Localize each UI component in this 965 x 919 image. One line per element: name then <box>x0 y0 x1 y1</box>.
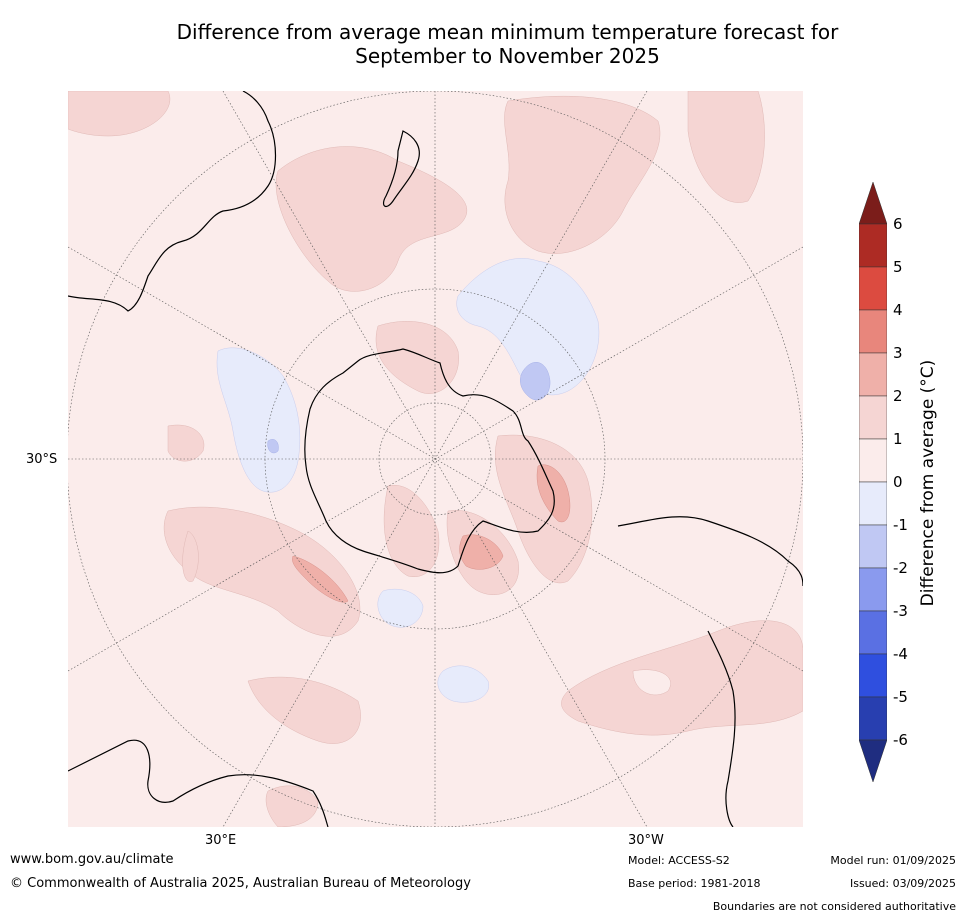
colorbar-segment-2to3 <box>859 352 887 397</box>
model-text: Model: ACCESS-S2 <box>628 854 730 867</box>
issued-text: Issued: 03/09/2025 <box>849 877 956 890</box>
forecast-map <box>68 91 803 827</box>
colorbar-tick-label: -5 <box>893 688 908 706</box>
anomaly-minus-1-to-0-regions <box>216 258 600 703</box>
colorbar-segment-m1to0 <box>859 481 887 526</box>
south-america-coastline <box>617 516 803 827</box>
lat-label-30s: 30°S <box>26 452 58 467</box>
colorbar-tick-label: -1 <box>893 516 908 534</box>
coastlines <box>68 91 803 827</box>
colorbar-segment-m6tom5 <box>859 696 887 741</box>
australia-coastline <box>68 91 277 312</box>
colorbar-tick-label: 2 <box>893 387 903 405</box>
colorbar-segment-1to2 <box>859 395 887 440</box>
graticule <box>68 91 803 827</box>
colorbar-tick-label: 5 <box>893 258 903 276</box>
colorbar-tick-label: -6 <box>893 731 908 749</box>
colorbar-segment-3to4 <box>859 309 887 354</box>
colorbar-tick-label: 0 <box>893 473 903 491</box>
website-text: www.bom.gov.au/climate <box>10 852 174 867</box>
colorbar-extend-high <box>859 182 887 225</box>
colorbar <box>859 182 887 782</box>
colorbar-tick-label: 3 <box>893 344 903 362</box>
colorbar-tick-label: -4 <box>893 645 908 663</box>
colorbar-tick-label: -2 <box>893 559 908 577</box>
lon-label-30w: 30°W <box>628 833 664 848</box>
colorbar-tick-label: 4 <box>893 301 903 319</box>
anomaly-1-to-2-regions <box>68 91 803 827</box>
colorbar-segment-m3tom2 <box>859 567 887 612</box>
colorbar-segment-5to6 <box>859 223 887 268</box>
colorbar-segment-0to1 <box>859 438 887 483</box>
colorbar-segment-m4tom3 <box>859 610 887 655</box>
colorbar-segment-m5tom4 <box>859 653 887 698</box>
title-line-2: September to November 2025 <box>355 44 660 68</box>
colorbar-tick-label: -3 <box>893 602 908 620</box>
base-period-text: Base period: 1981-2018 <box>628 877 761 890</box>
colorbar-segment-m2tom1 <box>859 524 887 569</box>
copyright-text: © Commonwealth of Australia 2025, Austra… <box>10 876 471 891</box>
model-run-text: Model run: 01/09/2025 <box>830 854 956 867</box>
title-line-1: Difference from average mean minimum tem… <box>176 20 839 44</box>
colorbar-tick-label: 1 <box>893 430 903 448</box>
chart-title: Difference from average mean minimum tem… <box>70 20 945 68</box>
new-zealand-coastline <box>382 130 420 208</box>
colorbar-tick-label: 6 <box>893 215 903 233</box>
disclaimer-text: Boundaries are not considered authoritat… <box>712 900 956 913</box>
antarctica-coastline <box>304 348 555 574</box>
lon-label-30e: 30°E <box>205 833 237 848</box>
anomaly-minus-2-to-minus-1-regions <box>267 362 551 454</box>
colorbar-label: Difference from average (°C) <box>918 359 938 607</box>
colorbar-extend-low <box>859 739 887 782</box>
colorbar-segment-4to5 <box>859 266 887 311</box>
africa-coastline <box>68 739 329 827</box>
